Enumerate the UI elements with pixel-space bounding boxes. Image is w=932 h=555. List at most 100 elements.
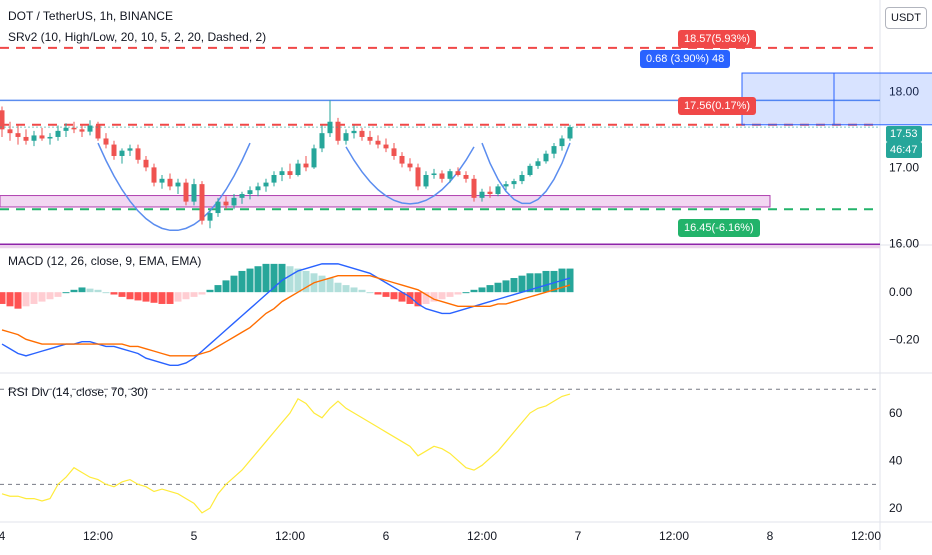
candle-body [527,165,533,175]
candle-body [487,191,493,195]
macd-histogram-bar [198,292,206,295]
macd-histogram-bar [254,266,262,293]
candle-body [63,127,69,131]
macd-histogram-bar [30,292,38,304]
macd-histogram-bar [326,278,334,293]
time-tick-label: 8 [767,529,774,543]
macd-histogram-bar [190,292,198,297]
macd-histogram-bar [278,263,286,293]
candle-body [319,133,325,149]
macd-histogram-bar [566,268,574,293]
rsi-tick-label: 40 [889,454,903,468]
macd-histogram-bar [438,292,446,300]
lower-zone [0,244,880,249]
candle-body [31,135,37,141]
candle-body [207,213,213,221]
macd-histogram-bar [230,275,238,293]
macd-histogram-bar [110,292,118,295]
candle-body [167,178,173,187]
candle-body [471,178,477,198]
candle-body [0,110,5,130]
time-tick-label: 5 [191,529,198,543]
candle-body [103,138,109,145]
macd-histogram-bar [158,292,166,304]
macd-histogram-bar [118,292,126,297]
macd-histogram-bar [390,292,398,300]
candle-body [415,167,421,187]
macd-histogram-bar [270,263,278,293]
measure-box [741,72,932,126]
macd-histogram-bar [246,268,254,293]
macd-histogram-bar [46,292,54,300]
candle-body [7,129,13,134]
pattern-curve [345,146,475,205]
macd-histogram-bar [38,292,46,302]
macd-histogram-bar [358,289,366,293]
macd-histogram-bar [6,292,14,307]
candle-body [399,155,405,164]
macd-histogram-bar [430,292,438,302]
pattern-curve [97,142,251,232]
candle-body [143,159,149,168]
candle-body [551,146,557,154]
macd-histogram-bar [550,270,558,293]
macd-histogram-bar [534,273,542,293]
candle-body [431,173,437,175]
candle-body [559,138,565,147]
candle-body [455,171,461,175]
candle-body [367,136,373,141]
macd-histogram-bar [302,270,310,293]
candle-body [135,148,141,160]
macd-histogram-bar [78,287,86,293]
candle-body [39,135,45,139]
candle-body [263,182,269,187]
rsi-tick-label: 20 [889,501,903,515]
macd-histogram-bar [166,292,174,304]
price-tick-label: 16.00 [889,236,919,250]
candle-body [199,184,205,221]
macd-histogram-bar [222,280,230,293]
candle-body [303,163,309,168]
current-price-badge: 17.53 [886,126,922,142]
candle-body [79,129,85,132]
rsi-line [1,393,571,514]
candle-body [215,201,221,214]
macd-histogram-bar [422,292,430,304]
macd-histogram-bar [262,263,270,293]
candle-body [239,194,245,198]
macd-histogram-bar [526,273,534,293]
candle-body [495,186,501,195]
candle-body [23,136,29,141]
rsi-legend[interactable]: RSI Div (14, close, 70, 30) [8,385,149,399]
srv2-legend[interactable]: SRv2 (10, High/Low, 20, 10, 5, 2, 20, Da… [8,30,267,44]
macd-histogram-bar [22,292,30,307]
macd-histogram-bar [374,292,382,295]
macd-histogram-bar [334,282,342,293]
macd-histogram-bar [174,292,182,302]
candle-body [567,127,573,139]
macd-histogram-bar [126,292,134,300]
candle-body [351,130,357,134]
candle-body [223,201,229,206]
candle-body [343,133,349,141]
candle-body [479,191,485,198]
macd-histogram-bar [494,282,502,293]
macd-histogram-bar [94,289,102,293]
target-mid-tag: 17.56(0.17%) [678,97,757,115]
candle-body [47,136,53,139]
macd-histogram-bar [134,292,142,301]
macd-histogram-bar [350,287,358,293]
candle-body [543,153,549,162]
time-tick-label: 12:00 [467,529,497,543]
rsi-tick-label: 60 [889,406,903,420]
macd-histogram-bar [142,292,150,302]
candle-body [359,130,365,137]
candle-body [295,163,301,175]
macd-tick-label: 0.00 [889,285,913,299]
macd-histogram-bar [398,292,406,302]
macd-legend[interactable]: MACD (12, 26, close, 9, EMA, EMA) [8,254,202,268]
time-tick-label: 4 [0,529,6,543]
currency-button[interactable]: USDT [885,7,927,29]
